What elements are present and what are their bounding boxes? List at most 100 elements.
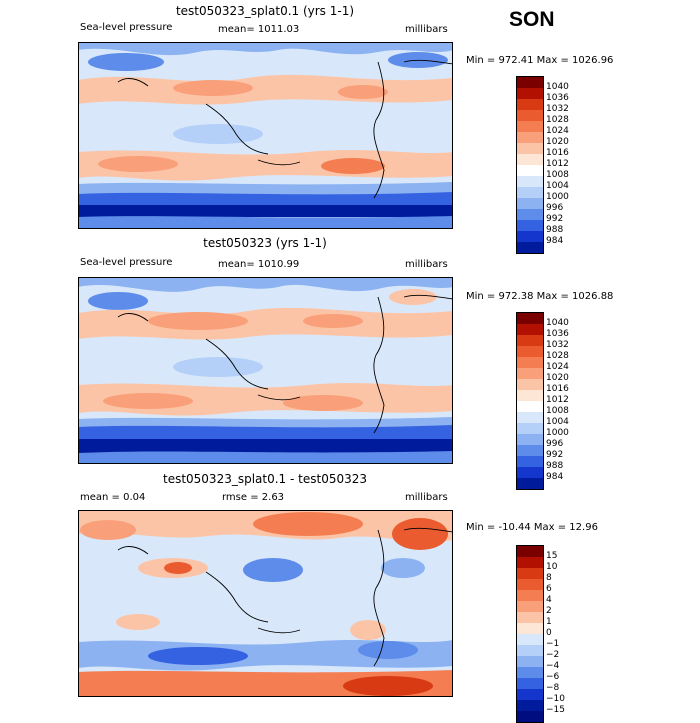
panel-2-tropical-low bbox=[173, 357, 263, 377]
panel-1-colorbar-label: 984 bbox=[546, 236, 564, 246]
panel-1-colorbar-swatch bbox=[517, 110, 543, 121]
panel-1-colorbar-label: 1012 bbox=[546, 159, 569, 169]
panel-3-map bbox=[78, 510, 453, 697]
panel-1-colorbar-swatch bbox=[517, 242, 543, 253]
panel-2-colorbar-swatch bbox=[517, 390, 543, 401]
panel-2-pacific-high bbox=[303, 314, 363, 328]
panel-1-colorbar-label: 996 bbox=[546, 203, 564, 213]
panel-1-colorbar-swatch bbox=[517, 88, 543, 99]
panel-1-minmax-label: Min = 972.41 Max = 1026.96 bbox=[466, 55, 614, 66]
panel-1-tropical-low bbox=[173, 124, 263, 144]
panel-3-colorbar-label: −1 bbox=[546, 639, 560, 649]
panel-2-colorbar-swatch bbox=[517, 434, 543, 445]
panel-3-colorbar-label: 8 bbox=[546, 573, 552, 583]
panel-3-colorbar-label: −6 bbox=[546, 672, 560, 682]
panel-1-colorbar-swatch bbox=[517, 187, 543, 198]
panel-1-colorbar-swatch bbox=[517, 121, 543, 132]
panel-3-colorbar-label: 6 bbox=[546, 584, 552, 594]
panel-1-map bbox=[78, 42, 453, 229]
panel-2-mean-label: mean= 1010.99 bbox=[218, 259, 300, 270]
panel-1-colorbar-swatch bbox=[517, 99, 543, 110]
panel-3-colorbar-swatch bbox=[517, 623, 543, 634]
panel-3-colorbar-swatch bbox=[517, 667, 543, 678]
panel-2-title: test050323 (yrs 1-1) bbox=[203, 236, 327, 250]
panel-2-colorbar-label: 984 bbox=[546, 472, 564, 482]
panel-3-asia-positive-core bbox=[164, 562, 192, 574]
panel-1-south-high-a bbox=[98, 156, 178, 172]
panel-1-colorbar-swatch bbox=[517, 220, 543, 231]
panel-3-south-positive-b bbox=[350, 620, 386, 640]
panel-2-deep-low bbox=[78, 439, 453, 453]
panel-3-colorbar-swatch bbox=[517, 700, 543, 711]
panel-2-greenland-high bbox=[389, 289, 437, 305]
panel-3-colorbar-label: −4 bbox=[546, 661, 560, 671]
panel-3-title: test050323_splat0.1 - test050323 bbox=[162, 472, 367, 486]
panel-3-colorbar-swatch bbox=[517, 689, 543, 700]
panel-2-colorbar-label: 1036 bbox=[546, 329, 569, 339]
panel-3-colorbar-label: −10 bbox=[546, 694, 565, 704]
panel-3-arctic-positive bbox=[253, 512, 363, 536]
panel-1-colorbar-label: 988 bbox=[546, 225, 564, 235]
panel-3-minmax-label: Min = -10.44 Max = 12.96 bbox=[466, 522, 598, 533]
panel-3-rmse-label: rmse = 2.63 bbox=[222, 492, 285, 503]
panel-1-colorbar-swatch bbox=[517, 77, 543, 88]
panel-3-colorbar-label: 0 bbox=[546, 628, 552, 638]
season-label: SON bbox=[509, 8, 555, 31]
panel-2-colorbar-swatch bbox=[517, 324, 543, 335]
panel-3-colorbar-label: −15 bbox=[546, 705, 565, 715]
panel-2-colorbar-swatch bbox=[517, 412, 543, 423]
panel-1-colorbar-swatch bbox=[517, 231, 543, 242]
panel-1-pacific-high bbox=[338, 85, 388, 99]
panel-2-north-low bbox=[78, 277, 453, 292]
panel-3-colorbar-label: −8 bbox=[546, 683, 560, 693]
panel-2-colorbar-label: 1032 bbox=[546, 340, 569, 350]
panel-2-colorbar-swatch bbox=[517, 401, 543, 412]
panel-1-siberian-high bbox=[173, 80, 253, 96]
panel-3-atlantic-positive bbox=[392, 518, 448, 550]
panel-3-mean-label: mean = 0.04 bbox=[80, 492, 146, 503]
panel-1-north-low bbox=[78, 42, 453, 56]
panel-1-colorbar-label: 992 bbox=[546, 214, 564, 224]
panel-2-south-high-a bbox=[103, 393, 193, 409]
panel-1-south-high-b bbox=[321, 158, 385, 174]
panel-3-colorbar-swatch bbox=[517, 656, 543, 667]
panel-2-colorbar-label: 1020 bbox=[546, 373, 569, 383]
panel-2-colorbar-label: 1028 bbox=[546, 351, 569, 361]
panel-2-colorbar-label: 996 bbox=[546, 439, 564, 449]
panel-3-colorbar-label: 4 bbox=[546, 595, 552, 605]
panel-2-colorbar-swatch bbox=[517, 467, 543, 478]
panel-1-colorbar-swatch bbox=[517, 176, 543, 187]
panel-2-colorbar-label: 1040 bbox=[546, 318, 569, 328]
panel-1-map-frame bbox=[78, 42, 453, 229]
panel-2-coastlines bbox=[117, 294, 453, 434]
panel-1-title: test050323_splat0.1 (yrs 1-1) bbox=[175, 4, 355, 18]
panel-3-south-negative-b bbox=[358, 641, 418, 659]
panel-3-antarctic-positive-core bbox=[343, 676, 433, 696]
panel-3-units-label: millibars bbox=[405, 492, 448, 503]
panel-2-map-frame bbox=[78, 277, 453, 464]
panel-2-south-high-b bbox=[283, 395, 363, 411]
panel-3-pacific-negative bbox=[243, 558, 303, 582]
panel-3-colorbar-label: 10 bbox=[546, 562, 558, 572]
panel-1-colorbar-label: 1004 bbox=[546, 181, 569, 191]
panel-1-deep-low bbox=[78, 205, 453, 217]
panel-3-atlantic-negative bbox=[381, 558, 425, 578]
panel-1-colorbar-label: 1036 bbox=[546, 93, 569, 103]
panel-1-colorbar-swatch bbox=[517, 143, 543, 154]
panel-3-colorbar-swatch bbox=[517, 579, 543, 590]
panel-3-pacific-positive bbox=[80, 520, 136, 540]
panel-3-colorbar-swatch bbox=[517, 612, 543, 623]
panel-3-colorbar-label: 15 bbox=[546, 551, 558, 561]
panel-2-colorbar-swatch bbox=[517, 368, 543, 379]
panel-1-colorbar-label: 1024 bbox=[546, 126, 569, 136]
panel-3-colorbar-swatch bbox=[517, 568, 543, 579]
panel-2-colorbar-swatch bbox=[517, 346, 543, 357]
panel-2-colorbar-swatch bbox=[517, 379, 543, 390]
panel-2-colorbar-swatch bbox=[517, 357, 543, 368]
panel-2-units-label: millibars bbox=[405, 259, 448, 270]
panel-2-siberian-high bbox=[148, 312, 248, 330]
panel-3-coastlines bbox=[117, 527, 453, 667]
panel-1-colorbar-label: 1020 bbox=[546, 137, 569, 147]
panel-3-colorbar-swatch bbox=[517, 711, 543, 722]
panel-1-colorbar-label: 1028 bbox=[546, 115, 569, 125]
